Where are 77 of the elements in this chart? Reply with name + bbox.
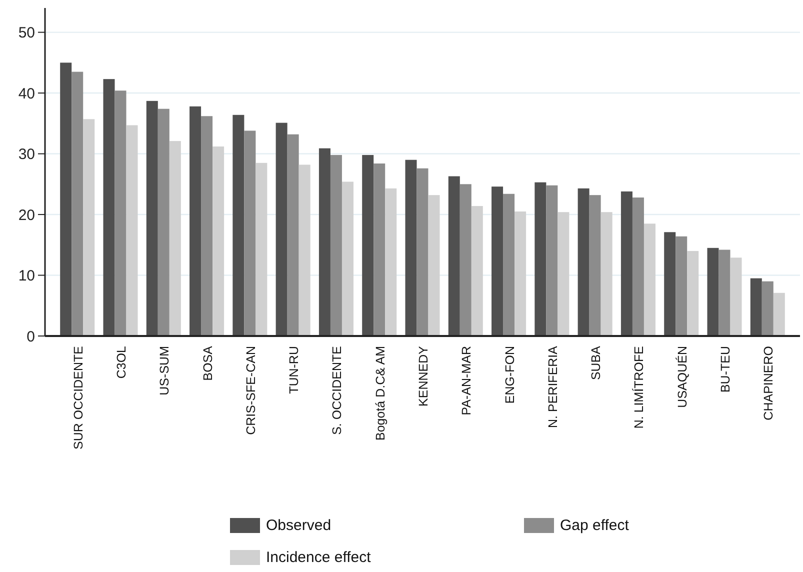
bar	[644, 224, 656, 336]
bar	[471, 206, 483, 336]
x-tick-label: N. LIMÍTROFE	[632, 346, 646, 429]
bar	[232, 114, 244, 336]
bar	[146, 100, 158, 336]
bar	[558, 212, 570, 336]
bar	[330, 154, 342, 336]
x-tick-label: BU-TEU	[718, 346, 732, 393]
x-tick-label: C3OL	[114, 346, 128, 379]
x-tick-label: BOSA	[200, 345, 215, 381]
bar	[492, 186, 504, 336]
y-tick-label: 40	[18, 85, 35, 102]
bar	[514, 211, 526, 336]
bar	[620, 191, 632, 336]
bar	[664, 232, 676, 336]
bar	[362, 154, 374, 336]
x-tick-label: N. PERIFERIA	[546, 345, 560, 428]
x-tick-label: CHAPINERO	[762, 346, 776, 420]
bar	[72, 72, 84, 336]
bar	[534, 182, 546, 336]
bar	[287, 134, 299, 336]
bar	[126, 125, 138, 336]
legend-label: Observed	[266, 517, 332, 534]
bar	[158, 108, 170, 336]
bar	[298, 164, 310, 336]
bar	[276, 122, 288, 336]
bar	[416, 168, 428, 336]
bar	[374, 163, 386, 336]
bar	[385, 188, 397, 336]
bar	[405, 160, 417, 336]
y-tick-label: 50	[18, 24, 35, 42]
bar	[707, 248, 719, 336]
bar	[600, 212, 612, 336]
legend-label: Gap effect	[560, 517, 630, 534]
x-tick-label: PA-AN-MAR	[460, 346, 474, 416]
x-tick-label: Bogotá D.C& AM	[373, 346, 388, 440]
bar	[578, 188, 590, 336]
bar	[687, 250, 699, 336]
bar	[428, 195, 440, 336]
bar	[632, 198, 644, 336]
y-tick-label: 10	[18, 268, 35, 285]
bar	[114, 90, 126, 336]
x-tick-label: SUR OCCIDENTE	[71, 346, 86, 450]
bar	[83, 119, 95, 336]
x-tick-label: SUBA	[589, 345, 604, 380]
y-tick-label: 0	[26, 328, 35, 346]
bar	[190, 106, 202, 336]
x-tick-label: USAQUÉN	[675, 346, 690, 408]
bar	[256, 162, 268, 336]
bar	[773, 292, 785, 336]
bar	[718, 250, 730, 336]
x-tick-label: S. OCCIDENTE	[330, 346, 344, 435]
x-tick-label: CRIS-SFE-CAN	[244, 346, 258, 435]
bar	[730, 258, 742, 336]
bar	[589, 195, 601, 336]
bar	[448, 176, 460, 336]
y-tick-label: 20	[18, 206, 35, 224]
x-tick-label: ENG-FON	[502, 346, 517, 404]
bar	[342, 182, 354, 336]
bar	[503, 194, 515, 336]
bar	[762, 281, 774, 336]
x-tick-label: TUN-RU	[287, 346, 302, 394]
bar	[460, 184, 472, 336]
bar	[169, 141, 181, 336]
bar	[201, 116, 213, 336]
bar	[750, 278, 762, 336]
x-tick-label: KENNEDY	[416, 345, 430, 406]
bar	[546, 185, 558, 336]
bar	[244, 130, 256, 336]
bar	[318, 148, 330, 336]
legend-label: Incidence effect	[266, 549, 372, 566]
bar	[103, 79, 115, 336]
bar	[60, 62, 72, 336]
x-tick-label: US-SUM	[158, 346, 172, 396]
y-tick-label: 30	[18, 146, 35, 164]
bar	[212, 146, 224, 336]
bar	[676, 236, 688, 336]
